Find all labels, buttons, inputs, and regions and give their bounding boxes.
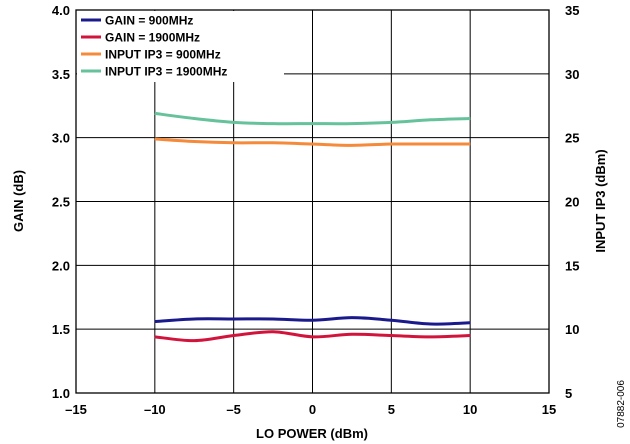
plot-frame — [75, 9, 550, 394]
y-tick-label: 1.5 — [52, 322, 70, 337]
y2-tick-label: 20 — [565, 195, 579, 210]
legend: GAIN = 900MHz GAIN = 1900MHz INPUT IP3 = 9… — [77, 11, 284, 82]
y2-tick-label: 25 — [565, 131, 579, 146]
x-tick-label: –5 — [226, 402, 240, 417]
x-tick-label: –10 — [144, 402, 166, 417]
figure-id-watermark: 07882-006 — [616, 380, 627, 428]
y2-tick-labels: 5 10 15 20 25 30 35 — [565, 3, 579, 401]
x-tick-labels: –15 –10 –5 0 5 10 15 — [65, 402, 556, 417]
y-tick-label: 1.0 — [52, 386, 70, 401]
x-tick-label: 5 — [388, 402, 395, 417]
y2-tick-label: 5 — [565, 386, 572, 401]
y2-tick-label: 15 — [565, 258, 579, 273]
y-tick-label: 3.5 — [52, 67, 70, 82]
x-axis-label: LO POWER (dBm) — [256, 426, 368, 441]
y-axis-label: GAIN (dB) — [11, 170, 26, 232]
legend-label: GAIN = 1900MHz — [105, 31, 200, 45]
legend-label: GAIN = 900MHz — [105, 14, 193, 28]
y-tick-labels: 1.0 1.5 2.0 2.5 3.0 3.5 4.0 — [52, 3, 70, 401]
y2-tick-label: 35 — [565, 3, 579, 18]
x-tick-label: –15 — [65, 402, 87, 417]
y-tick-label: 3.0 — [52, 131, 70, 146]
y-tick-label: 2.5 — [52, 195, 70, 210]
legend-label: INPUT IP3 = 1900MHz — [105, 65, 227, 79]
series-line-3 — [154, 137, 471, 147]
y2-axis-label: INPUT IP3 (dBm) — [593, 149, 608, 252]
series-lines — [154, 111, 471, 343]
series-line-1 — [154, 316, 471, 326]
y-tick-label: 4.0 — [52, 3, 70, 18]
x-tick-label: 0 — [309, 402, 316, 417]
legend-label: INPUT IP3 = 900MHz — [105, 48, 221, 62]
y-tick-label: 2.0 — [52, 258, 70, 273]
y2-tick-label: 30 — [565, 67, 579, 82]
legend-background — [77, 11, 284, 82]
x-tick-label: 10 — [463, 402, 477, 417]
series-line-4 — [154, 111, 471, 126]
series-line-2 — [154, 330, 471, 343]
y2-tick-label: 10 — [565, 322, 579, 337]
x-tick-label: 15 — [542, 402, 556, 417]
